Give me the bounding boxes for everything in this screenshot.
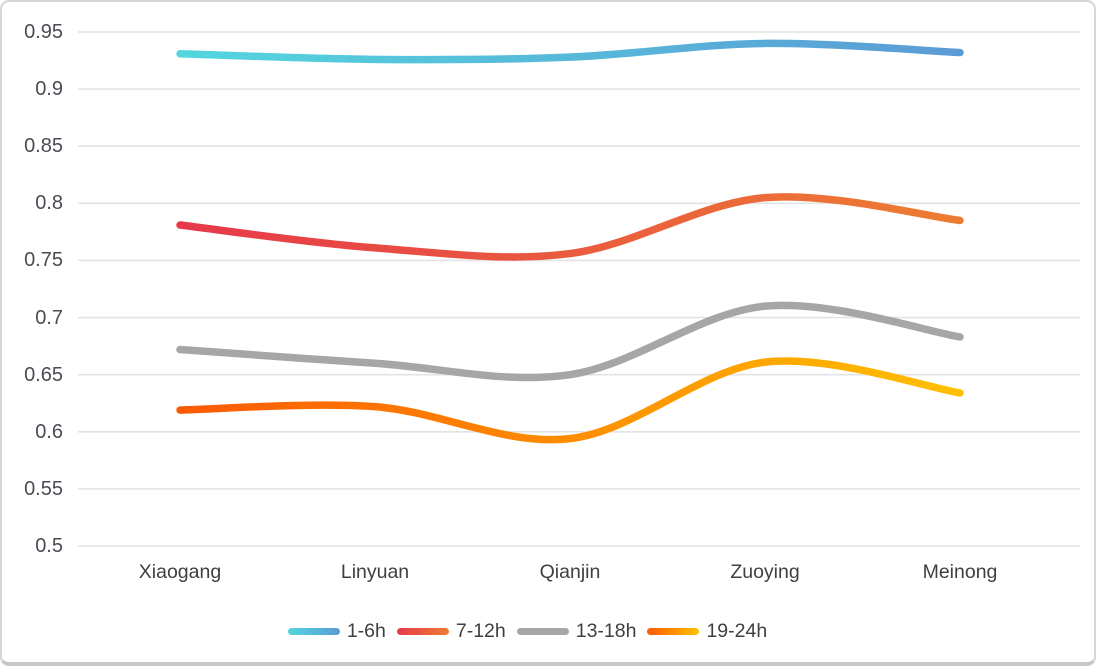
x-category-label: Meinong: [922, 561, 998, 583]
x-category-label: Linyuan: [340, 561, 410, 583]
legend-swatch-icon: [287, 627, 340, 635]
x-category-label: Xiaogang: [138, 561, 222, 583]
legend-item-19-24h: 19-24h: [647, 620, 767, 642]
y-tick-label: 0.6: [35, 420, 63, 443]
legend-label: 19-24h: [706, 620, 768, 642]
y-tick-label: 0.8: [35, 192, 63, 215]
x-category-label: Zuoying: [730, 561, 800, 583]
series-line-1-6h: [176, 39, 964, 64]
legend-swatch-icon: [396, 627, 449, 635]
series-line-13-18h: [176, 301, 964, 382]
y-tick-label: 0.9: [35, 78, 63, 101]
legend-swatch-icon: [647, 627, 700, 635]
y-tick-label: 0.65: [24, 363, 63, 386]
legend-label: 1-6h: [346, 620, 386, 642]
y-tick-label: 0.85: [24, 135, 63, 158]
y-tick-label: 0.95: [24, 21, 63, 43]
series-line-7-12h: [176, 193, 964, 261]
legend-item-1-6h: 1-6h: [287, 620, 386, 642]
y-tick-label: 0.7: [35, 306, 63, 329]
legend-item-13-18h: 13-18h: [516, 620, 637, 642]
legend-item-7-12h: 7-12h: [396, 620, 506, 642]
y-tick-label: 0.55: [24, 477, 63, 500]
legend-swatch-icon: [516, 627, 569, 635]
legend-label: 7-12h: [455, 620, 506, 642]
y-tick-label: 0.75: [24, 249, 63, 272]
legend: 1-6h 7-12h 13-18h 19-24h: [0, 620, 1055, 642]
y-tick-label: 0.5: [35, 535, 63, 557]
legend-label: 13-18h: [575, 620, 637, 642]
series-line-19-24h: [176, 357, 964, 444]
x-category-label: Qianjin: [539, 561, 601, 583]
